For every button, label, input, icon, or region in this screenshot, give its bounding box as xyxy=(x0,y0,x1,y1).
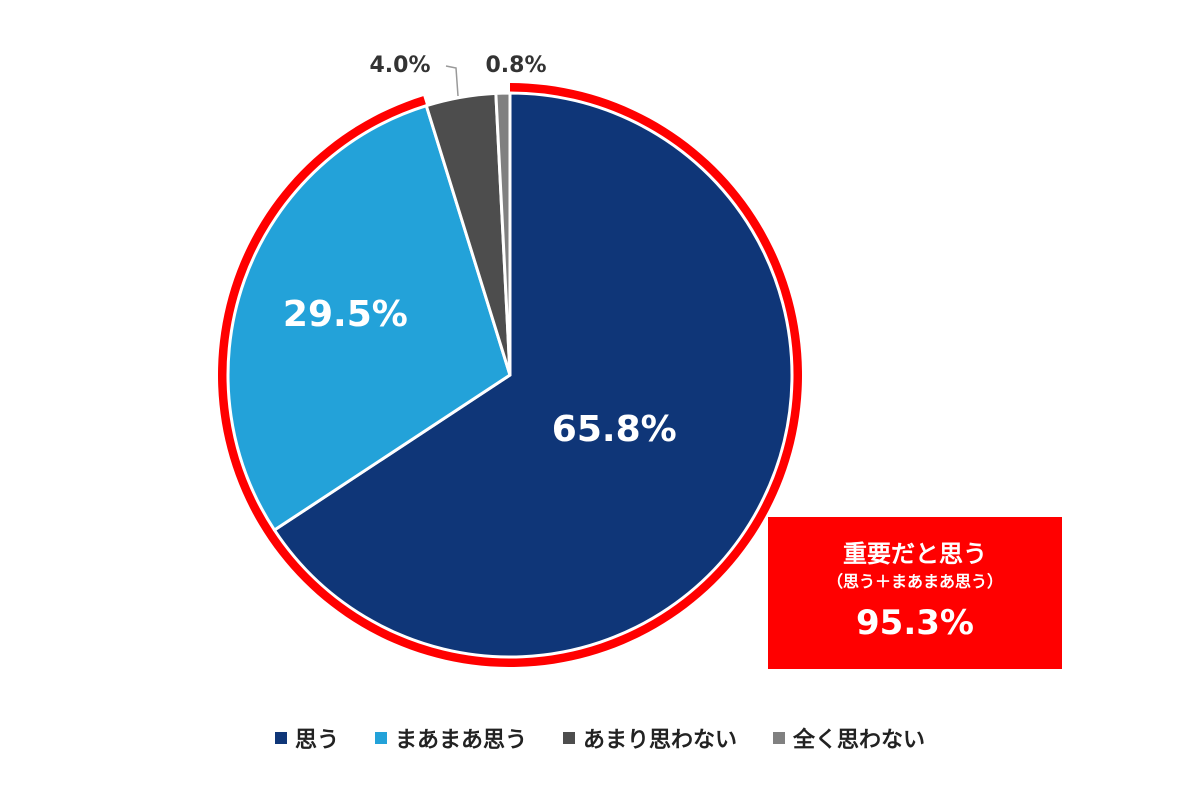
slice-data-label: 65.8% xyxy=(552,409,677,450)
legend-label: まあまあ思う xyxy=(394,728,527,753)
chart-legend: 思う まあまあ思う あまり思わない 全く思わない xyxy=(0,718,1200,758)
callout-subtitle: （思う＋まあまあ思う） xyxy=(826,572,1003,591)
legend-label: 思う xyxy=(294,728,339,753)
pie-slice xyxy=(272,91,794,659)
pie-slice xyxy=(226,104,512,532)
legend-swatch xyxy=(374,732,387,744)
legend-item: まあまあ思う xyxy=(374,722,527,754)
callout-value: 95.3% xyxy=(856,603,974,643)
legend-swatch xyxy=(773,732,786,744)
legend-swatch xyxy=(274,732,287,744)
legend-item: 思う xyxy=(274,722,339,754)
legend-swatch xyxy=(563,732,575,744)
legend-item: あまり思わない xyxy=(563,722,737,754)
slice-data-label: 29.5% xyxy=(283,294,408,335)
slice-data-label: 0.8% xyxy=(485,53,546,78)
pie-slice xyxy=(494,91,512,377)
legend-label: あまり思わない xyxy=(583,728,738,753)
legend-item: 全く思わない xyxy=(773,722,925,754)
callout-title: 重要だと思う xyxy=(843,540,987,568)
pie-slices xyxy=(226,91,794,659)
leader-line xyxy=(445,65,459,97)
summary-callout: 重要だと思う （思う＋まあまあ思う） 95.3% xyxy=(768,517,1062,669)
legend-label: 全く思わない xyxy=(793,728,926,753)
pie-labels: 65.8% 29.5% 4.0% 0.8% xyxy=(283,53,677,450)
slice-data-label: 4.0% xyxy=(369,53,430,78)
